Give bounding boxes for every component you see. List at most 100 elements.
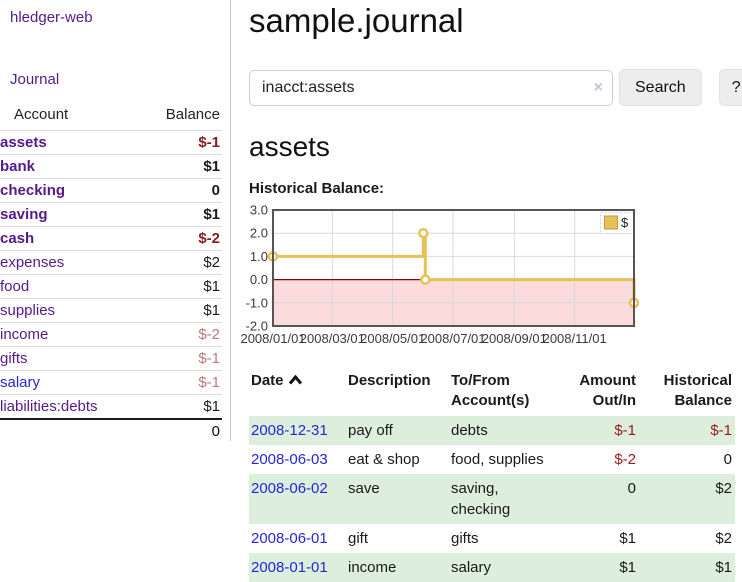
column-header-description: Description	[348, 372, 431, 389]
legend-label: $	[621, 215, 629, 230]
sidebar: hledger-web Journal Account Balance asse…	[0, 0, 231, 443]
account-balance: $-2	[140, 226, 222, 251]
account-link-expenses[interactable]: expenses	[0, 254, 65, 271]
account-row: cash $-2	[0, 226, 222, 251]
transaction-description: income	[348, 558, 397, 576]
account-link-salary[interactable]: salary	[0, 374, 41, 391]
account-row: supplies $1	[0, 298, 222, 323]
historical-balance-chart[interactable]: 3.0 2.0 1.0 0.0 -1.0 -2.02008/01/012008/03/01…	[240, 203, 669, 348]
transaction-amount: 0	[627, 479, 636, 497]
register-row: 2008-01-01 income salary $1 $1	[249, 552, 735, 582]
account-row: liabilities:debts $1	[0, 394, 222, 419]
account-row: income $-2	[0, 322, 222, 347]
transaction-description: eat & shop	[348, 450, 420, 468]
transaction-accounts: gifts	[451, 529, 479, 547]
accounts-total-row: 0	[0, 418, 222, 443]
svg-text:2008/03/01: 2008/03/01	[300, 331, 365, 346]
register-header-row: Date Description To/From Account(s) Amou…	[249, 369, 735, 416]
account-row: salary $-1	[0, 370, 222, 395]
account-balance: $-1	[140, 370, 222, 395]
account-link-bank[interactable]: bank	[0, 158, 36, 175]
transaction-date-link[interactable]: 2008-01-01	[251, 558, 328, 576]
account-link-food[interactable]: food	[0, 278, 30, 295]
app-title-link[interactable]: hledger-web	[10, 9, 93, 26]
account-balance: $1	[140, 154, 222, 179]
svg-text:1.0: 1.0	[250, 249, 268, 264]
svg-text:-1.0: -1.0	[246, 295, 268, 310]
transaction-date-link[interactable]: 2008-06-02	[251, 479, 328, 497]
transaction-amount: $-1	[614, 421, 636, 439]
account-row: expenses $2	[0, 250, 222, 275]
account-row: gifts $-1	[0, 346, 222, 371]
transaction-date-link[interactable]: 2008-06-01	[251, 529, 328, 547]
data-point-marker	[418, 227, 429, 239]
search-button[interactable]: Search	[619, 69, 702, 106]
help-button[interactable]: ?	[718, 69, 742, 106]
account-link-gifts[interactable]: gifts	[0, 350, 28, 367]
svg-text:2008/05/01: 2008/05/01	[360, 331, 425, 346]
account-balance: $1	[140, 298, 222, 323]
register-row: 2008-12-31 pay off debts $-1 $-1	[249, 415, 735, 445]
account-balance: $1	[140, 202, 222, 227]
account-balance: $-1	[198, 134, 220, 151]
account-link-cash[interactable]: cash	[0, 230, 35, 247]
column-header-balance: Historical Balance	[663, 372, 732, 410]
account-link-saving[interactable]: saving	[0, 206, 48, 223]
account-link-checking[interactable]: checking	[0, 182, 66, 199]
svg-text:-2.0: -2.0	[246, 319, 268, 334]
account-page-title: assets	[249, 131, 330, 162]
transaction-description: gift	[348, 529, 369, 547]
page-title: sample.journal	[249, 2, 464, 39]
transaction-balance: $1	[715, 558, 732, 576]
main-content: sample.journal × Search ? assets Histori…	[231, 0, 742, 582]
transaction-accounts: salary	[451, 558, 492, 576]
transaction-balance: $2	[715, 529, 732, 547]
svg-text:2.0: 2.0	[250, 226, 268, 241]
transaction-accounts: food, supplies	[451, 450, 544, 468]
svg-text:2008/09/01: 2008/09/01	[482, 331, 547, 346]
account-link-assets[interactable]: assets	[0, 134, 47, 151]
account-balance: $2	[140, 250, 222, 275]
account-row: checking 0	[0, 178, 222, 203]
register-row: 2008-06-03 eat & shop food, supplies $-2…	[249, 445, 735, 474]
account-row: saving $1	[0, 202, 222, 227]
transaction-accounts: saving, checking	[451, 479, 511, 518]
register-table: Date Description To/From Account(s) Amou…	[249, 369, 735, 582]
register-row: 2008-06-01 gift gifts $1 $2	[249, 524, 735, 553]
column-header-date[interactable]: Date	[249, 369, 346, 416]
transaction-balance: $-1	[710, 421, 732, 439]
account-link-income[interactable]: income	[0, 326, 49, 343]
transaction-accounts: debts	[451, 421, 488, 439]
clear-search-icon[interactable]: ×	[593, 78, 603, 96]
account-row: food $1	[0, 274, 222, 299]
svg-text:0.0: 0.0	[250, 272, 268, 287]
svg-text:2008/07/01: 2008/07/01	[420, 331, 485, 346]
sort-ascending-icon	[288, 375, 302, 385]
data-point-marker	[420, 274, 431, 285]
svg-text:2008/11/01: 2008/11/01	[543, 331, 607, 346]
account-balance: $1	[140, 274, 222, 299]
transaction-balance: $2	[715, 479, 732, 497]
transaction-date-link[interactable]: 2008-12-31	[251, 421, 328, 439]
legend-swatch	[604, 215, 618, 230]
transaction-amount: $-2	[614, 450, 636, 468]
account-link-supplies[interactable]: supplies	[0, 302, 56, 319]
plot-border	[272, 209, 635, 327]
register-row: 2008-06-02 save saving, checking 0 $2	[249, 473, 735, 524]
svg-text:3.0: 3.0	[250, 203, 268, 218]
account-link-liabilities-debts[interactable]: liabilities:debts	[0, 398, 98, 415]
column-header-accounts: To/From Account(s)	[451, 372, 530, 410]
account-row: assets $-1	[0, 131, 222, 155]
search-form: × Search ?	[249, 69, 742, 106]
account-row: bank $1	[0, 154, 222, 179]
svg-text:2008/01/01: 2008/01/01	[240, 331, 305, 346]
column-header-amount: Amount Out/In	[579, 372, 636, 410]
transaction-date-link[interactable]: 2008-06-03	[251, 450, 328, 468]
balance-column-header: Balance	[140, 103, 222, 131]
accounts-balance-table: Account Balance assets $-1 bank $1 check…	[0, 103, 222, 443]
transaction-description: pay off	[348, 421, 393, 439]
search-input[interactable]	[249, 69, 613, 106]
sidebar-item-journal[interactable]: Journal	[10, 71, 60, 88]
account-balance: $-2	[140, 322, 222, 347]
